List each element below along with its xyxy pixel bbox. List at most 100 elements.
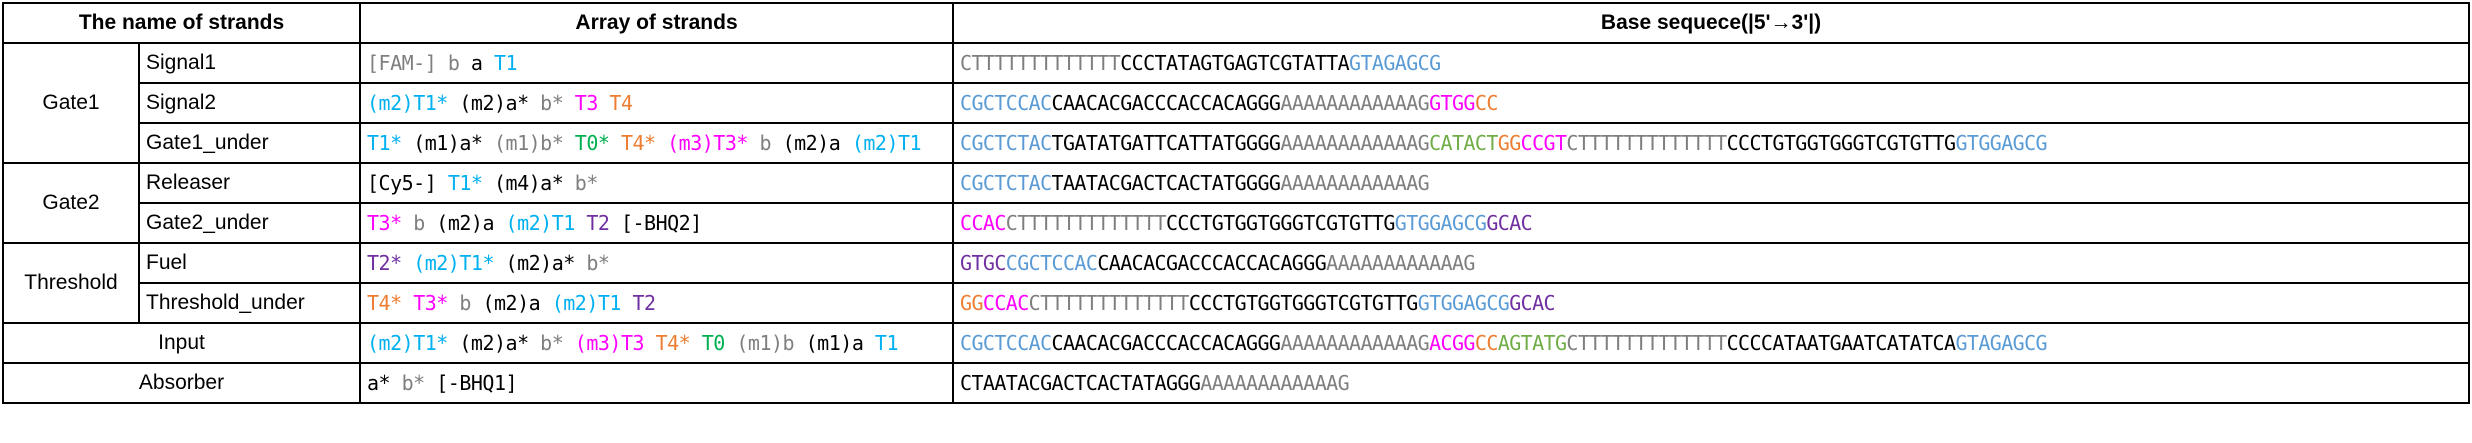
domain-segment: b* xyxy=(401,371,437,395)
domain-segment: T3* xyxy=(367,211,414,235)
domain-segment: a* xyxy=(367,371,402,395)
domain-segment: a xyxy=(851,331,875,355)
domain-segment: (m2) xyxy=(482,291,529,315)
table-row: Threshold Fuel T2* (m2)T1* (m2)a* b* GTG… xyxy=(2,242,2471,324)
base-segment: AAAAAAAAAAAAG xyxy=(1280,91,1430,115)
domain-segment: (m3) xyxy=(667,131,714,155)
strand-sequence: GTGCCGCTCCACCAACACGACCCACCACAGGGAAAAAAAA… xyxy=(952,242,2471,284)
base-segment: CCGT xyxy=(1520,131,1567,155)
domain-segment: a xyxy=(528,291,552,315)
domain-segment: a* xyxy=(459,131,494,155)
base-segment: CCCTGTGGTGGGTCGTGTTG xyxy=(1188,291,1418,315)
table-row: Gate1_under T1* (m1)a* (m1)b* T0* T4* (m… xyxy=(3,122,2471,164)
strand-array: [FAM-] b a T1 xyxy=(359,42,955,84)
domain-segment: (m1) xyxy=(736,331,783,355)
group-gate1: Gate1 xyxy=(2,42,140,164)
base-segment: GCAC xyxy=(1486,211,1533,235)
domain-segment: T2 xyxy=(632,291,657,315)
base-segment: CAACACGACCCACCACAGGG xyxy=(1097,251,1327,275)
domain-segment: a xyxy=(828,131,852,155)
domain-segment: (m1) xyxy=(805,331,853,355)
base-segment: GG xyxy=(960,291,983,315)
domain-segment: T3* xyxy=(413,291,460,315)
domain-segment: (m4) xyxy=(493,171,541,195)
table-row: Input (m2)T1* (m2)a* b* (m3)T3 T4* T0 (m… xyxy=(1,322,2471,364)
table-row: Gate2 Releaser [Cy5-] T1* (m4)a* b* CGCT… xyxy=(2,162,2471,244)
domain-segment: b xyxy=(759,131,783,155)
domain-segment: (m2) xyxy=(782,131,830,155)
group-gate2: Gate2 xyxy=(2,162,140,244)
base-segment: AAAAAAAAAAAAG xyxy=(1326,251,1475,275)
domain-segment: b* xyxy=(586,251,610,275)
table-row: Absorber a* b* [-BHQ1] CTAATACGACTCACTAT… xyxy=(1,362,2471,404)
domain-segment: [FAM-] xyxy=(367,51,448,75)
domain-segment: b xyxy=(782,331,806,355)
strand-array: T2* (m2)T1* (m2)a* b* xyxy=(359,242,955,284)
domain-segment: a xyxy=(470,51,494,75)
base-segment: AAAAAAAAAAAAG xyxy=(1200,371,1350,395)
base-segment: GTGGAGCG xyxy=(1955,131,2047,155)
base-segment: CCAC xyxy=(960,211,1006,235)
strand-array: a* b* [-BHQ1] xyxy=(359,362,955,404)
table-row: Gate1 Signal1 [FAM-] b a T1 CTTTTTTTTTTT… xyxy=(2,42,2471,164)
table-row: Gate2_under T3* b (m2)a (m2)T1 T2 [-BHQ2… xyxy=(3,202,2471,244)
domain-segment: (m2) xyxy=(367,91,414,115)
domain-segment: T1 xyxy=(597,291,633,315)
domain-segment: (m2) xyxy=(459,91,506,115)
strand-array: (m2)T1* (m2)a* b* (m3)T3 T4* T0 (m1)b (m… xyxy=(359,322,955,364)
strands-table: The name of strands Array of strands Bas… xyxy=(1,2,2471,404)
strand-name: Gate1_under xyxy=(137,122,362,164)
base-segment: CTTTTTTTTTTTTT xyxy=(1028,291,1190,315)
base-segment: AGTATG xyxy=(1497,331,1567,355)
base-segment: CCCTGTGGTGGGTCGTGTTG xyxy=(1165,211,1395,235)
domain-segment: T3 xyxy=(574,91,610,115)
table-row: Threshold_under T4* T3* b (m2)a (m2)T1 T… xyxy=(3,282,2471,324)
domain-segment: T4* xyxy=(655,331,702,355)
group-threshold: Threshold xyxy=(2,242,140,324)
base-segment: CTTTTTTTTTTTTT xyxy=(1566,131,1727,155)
strand-sequence: GGCCACCTTTTTTTTTTTTTCCCTGTGGTGGGTCGTGTTG… xyxy=(952,282,2471,324)
strand-name: Releaser xyxy=(137,162,362,204)
domain-segment: (m2) xyxy=(436,211,483,235)
domain-segment: (m2) xyxy=(851,131,899,155)
strand-sequence: CGCTCCACCAACACGACCCACCACAGGGAAAAAAAAAAAA… xyxy=(952,322,2471,364)
base-segment: GTGC xyxy=(960,251,1006,275)
base-segment: TAATACGACTCACTATGGGG xyxy=(1051,171,1281,195)
domain-segment: T1* xyxy=(413,91,460,115)
domain-segment: (m3) xyxy=(574,331,622,355)
strand-array: (m2)T1* (m2)a* b* T3 T4 xyxy=(359,82,955,124)
strand-name: Gate2_under xyxy=(137,202,362,244)
domain-segment: b* xyxy=(540,331,575,355)
base-segment: CTTTTTTTTTTTTT xyxy=(1566,331,1727,355)
domain-segment: (m2) xyxy=(413,251,460,275)
domain-segment: a* xyxy=(540,171,575,195)
domain-segment: [-BHQ1] xyxy=(436,371,518,395)
base-segment: ACGG xyxy=(1429,331,1475,355)
base-segment: GG xyxy=(1497,131,1521,155)
base-segment: CAACACGACCCACCACAGGG xyxy=(1051,331,1281,355)
base-segment: CC xyxy=(1474,91,1498,115)
strand-name: Absorber xyxy=(1,362,362,404)
domain-segment: a xyxy=(482,211,506,235)
header-array: Array of strands xyxy=(359,2,955,44)
strand-name: Threshold_under xyxy=(137,282,362,324)
table-row: Signal2 (m2)T1* (m2)a* b* T3 T4 CGCTCCAC… xyxy=(3,82,2471,124)
base-segment: GTAGAGCG xyxy=(1955,331,2047,355)
domain-segment: a* xyxy=(505,331,541,355)
strand-sequence: CTTTTTTTTTTTTTCCCTATAGTGAGTCGTATTAGTAGAG… xyxy=(952,42,2471,84)
strand-name: Signal1 xyxy=(137,42,362,84)
domain-segment: T4 xyxy=(609,91,633,115)
domain-segment: [Cy5-] xyxy=(367,171,448,195)
base-segment: CTTTTTTTTTTTTT xyxy=(1005,211,1167,235)
domain-segment: T0 xyxy=(701,331,737,355)
base-segment: AAAAAAAAAAAAG xyxy=(1280,131,1430,155)
base-segment: CC xyxy=(1474,331,1498,355)
domain-segment: T2* xyxy=(367,251,414,275)
strand-name: Fuel xyxy=(137,242,362,284)
base-segment: CGCTCTAC xyxy=(960,171,1052,195)
domain-segment: T3* xyxy=(713,131,760,155)
domain-segment: T1* xyxy=(447,171,494,195)
domain-segment: a* xyxy=(505,91,541,115)
domain-segment: T0* xyxy=(574,131,621,155)
domain-segment: (m2) xyxy=(505,211,553,235)
